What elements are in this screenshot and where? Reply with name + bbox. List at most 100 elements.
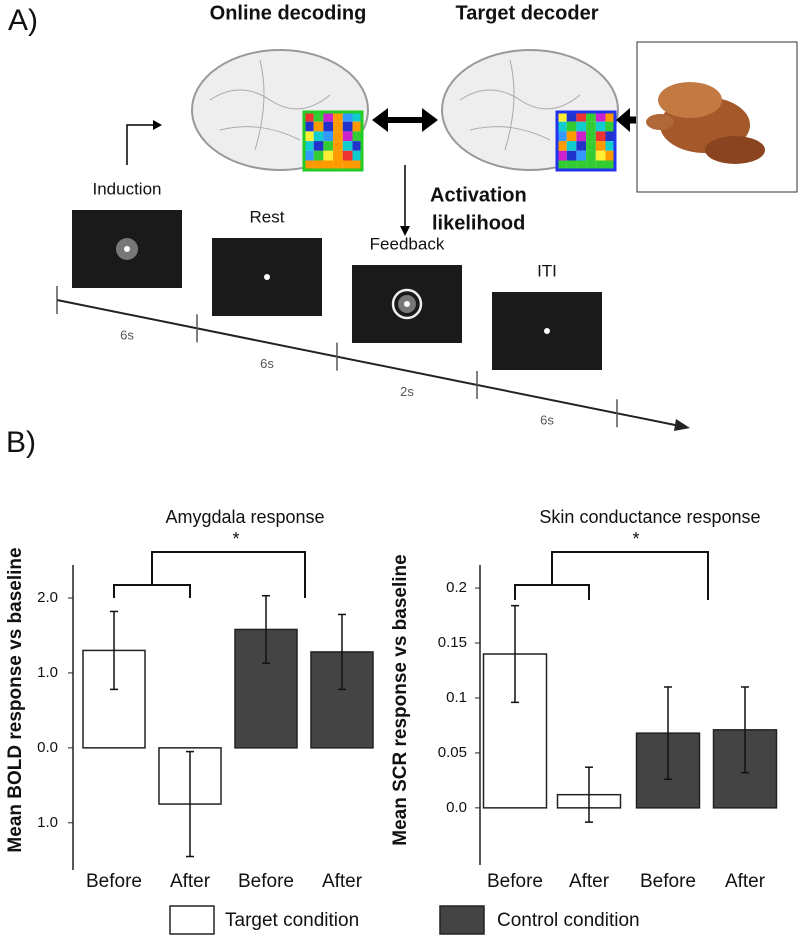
heat-cell [557,160,567,171]
stimulus [391,288,423,320]
y-tick-label: 2.0 [37,589,58,606]
arrowheads [372,108,438,132]
heat-cell [566,150,577,161]
heat-cell [342,112,353,122]
heat-cell [323,141,334,151]
y-tick-label: 1.0 [37,814,58,831]
x-tick-label: After [170,871,211,892]
timeline [56,299,681,427]
heat-cell [333,160,343,171]
heat-cell [595,112,606,122]
chart-title: Amygdala response [165,507,324,527]
heat-cell [333,121,343,132]
heat-cell [352,150,363,161]
heat-cell [576,150,587,161]
heat-cell [566,131,577,142]
heat-cell [605,112,616,122]
y-tick-label: 0.0 [446,799,467,816]
heat-cell [342,141,353,151]
heat-cell [313,141,324,151]
error-bar [110,610,118,691]
snake-coil [705,136,765,164]
brain-folds [209,59,331,151]
significance-bracket [514,551,709,600]
screen-label: ITI [537,261,557,280]
heatmap-frame [302,110,364,172]
heat-cell [342,121,353,132]
heat-cell [576,112,587,122]
heat-cell [576,131,587,142]
heat-cell [323,131,334,142]
y-tick-label: 0.05 [438,744,467,761]
heat-cell [586,112,596,122]
heat-cell [333,141,343,151]
y-tick-label: 0.2 [446,579,467,596]
heat-cell [304,160,314,171]
heat-cell [566,160,577,171]
heat-cell [557,112,567,122]
snake-head [646,114,674,130]
brain-folds [459,59,581,151]
arrowhead [153,120,162,130]
heat-cell [605,121,616,132]
duration-label: 6s [120,328,134,343]
feedback-note: likelihood [432,212,525,234]
heat-cell [352,131,363,142]
heat-cell [313,121,324,132]
heatmap [304,112,363,171]
legend-label: Target condition [225,910,359,931]
x-tick-label: After [569,871,610,892]
heat-cell [342,160,353,171]
legend-swatch [439,905,485,935]
significance-marker: * [632,529,639,549]
heat-cell [304,121,314,132]
heat-cell [352,160,363,171]
error-bar [664,686,672,781]
heat-cell [595,121,606,132]
heat-cell [323,112,334,122]
error-bar [338,613,346,691]
heat-cell [333,112,343,122]
heat-cell [566,121,577,132]
timeline-arrowhead [674,419,690,431]
heat-cell [586,150,596,161]
heat-cell [605,141,616,151]
heat-cell [605,131,616,142]
y-tick-label: 0.1 [446,689,467,706]
error-bar [585,766,593,823]
x-tick-label: After [725,871,766,892]
heat-cell [304,131,314,142]
panel-label: B) [6,426,36,459]
heatmap-frame [555,110,617,172]
heat-cell [304,112,314,122]
heat-cell [304,141,314,151]
heat-cell [313,131,324,142]
y-tick-label: 0.15 [438,634,467,651]
error-bar [511,604,519,704]
x-tick-label: Before [86,871,142,892]
panel-a: A) Online decoding Target decoder Activa… [8,2,798,431]
heat-cell [586,131,596,142]
heat-cell [557,131,567,142]
heat-cell [313,160,324,171]
error-bar [741,686,749,774]
error-bar [262,594,270,664]
arrowhead [616,108,630,132]
heat-cell [557,150,567,161]
heat-cell [576,160,587,171]
heat-cell [313,150,324,161]
target-title: Target decoder [456,2,599,24]
heat-cell [576,121,587,132]
x-tick-label: After [322,871,363,892]
heat-cell [595,131,606,142]
heat-cell [605,160,616,171]
heat-cell [323,150,334,161]
heat-cell [595,141,606,151]
y-axis-label: Mean BOLD response vs baseline [5,547,26,852]
arrow [126,124,155,165]
y-axis-label: Mean SCR response vs baseline [390,554,411,845]
y-tick-label: 1.0 [37,664,58,681]
legend-swatch [169,905,215,935]
heat-cell [566,141,577,151]
heat-cell [586,160,596,171]
